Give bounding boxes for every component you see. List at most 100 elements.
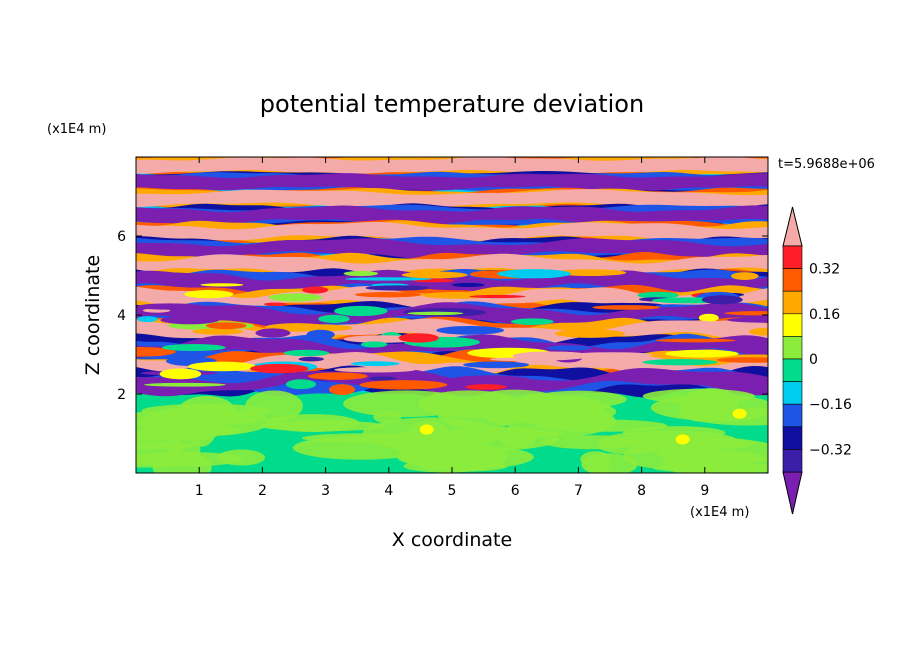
- lower-warm-patch: [399, 442, 473, 467]
- turbulence-blob: [285, 379, 317, 390]
- turbulence-blob: [637, 291, 679, 299]
- turbulence-blob: [159, 368, 202, 380]
- turbulence-blob: [448, 375, 531, 385]
- turbulence-blob: [647, 320, 715, 325]
- turbulence-blob: [642, 359, 718, 366]
- colorbar-tick-label: 0: [809, 352, 818, 368]
- turbulence-blob: [263, 302, 287, 306]
- contour-field: [136, 157, 768, 473]
- lower-warm-patch: [136, 441, 195, 450]
- lower-hot-spot: [675, 434, 690, 445]
- turbulence-blob: [307, 372, 368, 380]
- y-tick-label: 2: [117, 387, 126, 403]
- lower-hot-spot: [732, 408, 747, 419]
- turbulence-blob: [298, 356, 324, 362]
- y-axis-label: Z coordinate: [82, 255, 104, 375]
- turbulence-blob: [268, 293, 323, 302]
- turbulence-blob: [160, 315, 219, 325]
- turbulence-blob: [701, 295, 743, 305]
- y-unit-label: (x1E4 m): [47, 122, 106, 137]
- warm-core-band: [136, 351, 768, 380]
- cool-core-band: [136, 269, 768, 294]
- lower-warm-patch: [373, 410, 402, 424]
- lower-warm-patch: [584, 464, 612, 473]
- warm-core-band: [136, 189, 768, 208]
- lower-warm-patch: [301, 433, 423, 443]
- x-unit-label: (x1E4 m): [690, 505, 749, 520]
- x-tick-label: 1: [195, 483, 204, 499]
- turbulence-blob: [490, 357, 540, 362]
- turbulence-blob: [137, 316, 158, 323]
- y-tick-label: 4: [117, 308, 126, 324]
- turbulence-blob: [546, 345, 592, 351]
- turbulence-blob: [552, 269, 627, 277]
- timestamp-label: t=5.9688e+06: [778, 157, 875, 172]
- colorbar-segment: [782, 290, 803, 315]
- colorbar-segment: [782, 449, 803, 473]
- warm-core-band: [136, 157, 768, 174]
- lower-warm-patch: [141, 403, 271, 418]
- cool-core-band: [136, 173, 768, 191]
- turbulence-blob: [282, 324, 353, 332]
- colorbar-segment: [782, 358, 803, 382]
- lower-warm-patch: [623, 442, 714, 470]
- colorbar-tick-label: 0.16: [809, 307, 840, 323]
- turbulence-blob: [359, 380, 448, 390]
- turbulence-blob: [205, 322, 247, 330]
- turbulence-blob: [136, 346, 176, 357]
- cool-core-band: [136, 205, 768, 225]
- turbulence-blob: [730, 272, 759, 280]
- turbulence-blob: [510, 318, 554, 325]
- turbulence-blob: [554, 329, 626, 338]
- turbulence-blob: [344, 277, 432, 281]
- turbulence-blob: [716, 357, 768, 363]
- turbulence-blob: [188, 361, 256, 372]
- turbulence-blob: [360, 341, 388, 348]
- turbulence-blob: [334, 366, 416, 373]
- lower-warm-patch: [505, 405, 616, 437]
- turbulence-blob: [469, 294, 526, 299]
- y-axis-ticks: 2 4 6: [117, 229, 768, 403]
- turbulence-blob: [250, 363, 309, 374]
- turbulence-blob: [302, 286, 329, 294]
- x-tick-label: 2: [258, 483, 267, 499]
- colorbar-segment: [782, 268, 803, 292]
- colorbar-segment: [782, 403, 803, 428]
- turbulence-blob: [368, 376, 397, 381]
- turbulence-blob: [749, 327, 768, 336]
- turbulence-blob: [451, 282, 485, 287]
- colorbar-tick-label: −0.16: [809, 397, 852, 413]
- turbulence-blob: [318, 314, 350, 323]
- turbulence-blob: [328, 384, 356, 395]
- cool-core-band: [136, 238, 768, 260]
- x-tick-label: 4: [384, 483, 393, 499]
- colorbar-extend-min: [782, 471, 803, 515]
- turbulence-blob: [350, 361, 400, 367]
- turbulence-blob: [465, 384, 507, 390]
- turbulence-blob: [726, 317, 768, 323]
- turbulence-blob: [334, 305, 388, 317]
- turbulence-blob: [463, 361, 530, 369]
- colorbar-tick-label: 0.32: [809, 262, 840, 278]
- lower-warm-patch: [259, 420, 386, 432]
- x-tick-label: 7: [574, 483, 583, 499]
- turbulence-blob: [398, 333, 439, 343]
- turbulence-blob: [401, 271, 468, 279]
- colorbar-segment: [782, 313, 803, 337]
- warm-core-band: [136, 221, 768, 242]
- lower-warm-patch: [580, 451, 612, 468]
- turbulence-blob: [161, 344, 226, 352]
- x-tick-label: 6: [511, 483, 520, 499]
- turbulence-blob: [436, 325, 505, 335]
- turbulence-blob: [354, 291, 422, 298]
- turbulence-blob: [571, 352, 653, 358]
- colorbar-segment: [782, 381, 803, 405]
- turbulence-blob: [184, 290, 234, 299]
- cool-core-band: [136, 368, 768, 397]
- turbulence-blob: [698, 313, 719, 322]
- turbulence-blob: [497, 269, 571, 279]
- x-tick-label: 5: [448, 483, 457, 499]
- lower-warm-patch: [650, 394, 768, 421]
- x-axis-label: X coordinate: [392, 529, 512, 551]
- lower-warm-patch: [152, 451, 212, 473]
